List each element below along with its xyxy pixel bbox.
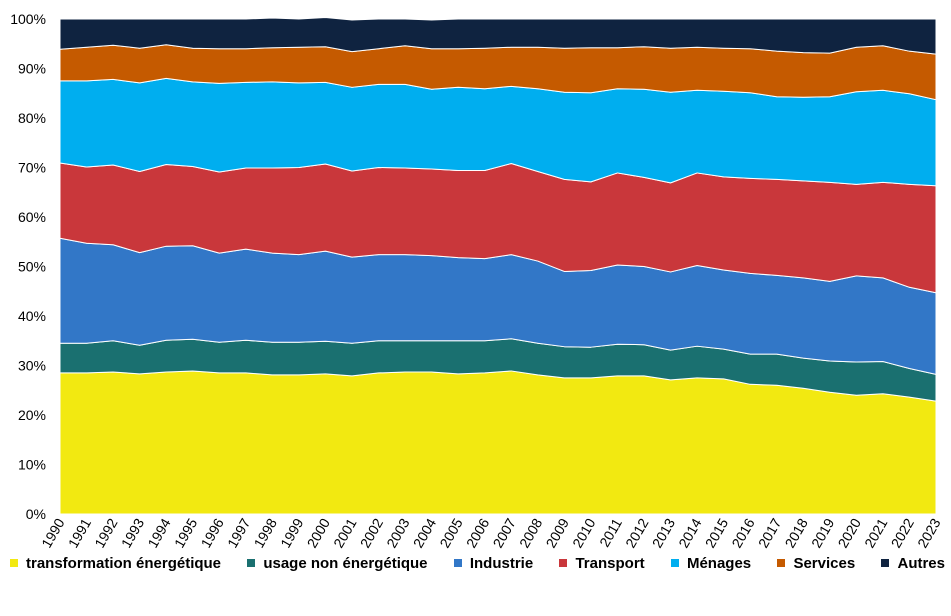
legend-item: Industrie xyxy=(453,554,534,572)
y-tick-label: 60% xyxy=(18,209,46,225)
legend-item: usage non énergétique xyxy=(247,554,428,572)
legend-swatch xyxy=(10,559,18,567)
y-tick-label: 20% xyxy=(18,407,46,423)
x-tick-label: 1997 xyxy=(224,515,254,550)
x-tick-label: 1991 xyxy=(65,515,95,550)
y-tick-label: 40% xyxy=(18,308,46,324)
legend-label: Autres xyxy=(897,554,945,572)
x-tick-label: 2018 xyxy=(781,515,811,550)
x-tick-label: 2000 xyxy=(304,515,334,550)
x-tick-label: 1999 xyxy=(277,515,307,550)
y-tick-label: 30% xyxy=(18,358,46,374)
x-tick-label: 2013 xyxy=(649,515,679,550)
legend-label: Industrie xyxy=(469,554,534,572)
x-tick-label: 1992 xyxy=(91,515,121,550)
x-tick-label: 2003 xyxy=(383,515,413,550)
x-tick-label: 2017 xyxy=(755,515,785,550)
x-tick-label: 1998 xyxy=(251,515,281,550)
legend-item: Ménages xyxy=(670,554,752,572)
x-tick-label: 1996 xyxy=(197,515,227,550)
y-tick-label: 90% xyxy=(18,61,46,77)
x-tick-label: 1993 xyxy=(118,515,148,550)
legend-label: usage non énergétique xyxy=(263,554,428,572)
y-tick-label: 10% xyxy=(18,457,46,473)
legend-swatch xyxy=(247,559,256,567)
x-tick-label: 2012 xyxy=(622,515,652,550)
x-tick-label: 2007 xyxy=(489,515,519,550)
x-tick-label: 2008 xyxy=(516,515,546,550)
x-tick-label: 2010 xyxy=(569,515,599,550)
area-series-0 xyxy=(59,370,937,515)
x-tick-label: 2020 xyxy=(835,515,865,550)
x-tick-label: 2021 xyxy=(861,515,891,550)
legend-swatch xyxy=(670,559,679,567)
area-layers xyxy=(59,17,937,515)
x-axis-ticks: 1990199119921993199419951996199719981999… xyxy=(38,515,944,550)
x-tick-label: 2016 xyxy=(728,515,758,550)
x-tick-label: 1995 xyxy=(171,515,201,550)
legend-item: Services xyxy=(777,555,855,572)
legend-swatch xyxy=(559,559,568,567)
legend-label: Services xyxy=(793,554,856,572)
x-tick-label: 2015 xyxy=(702,515,732,550)
x-tick-label: 2006 xyxy=(463,515,493,550)
x-tick-label: 2002 xyxy=(357,515,387,550)
legend-item: transformation énergétique xyxy=(10,555,221,572)
x-tick-label: 2014 xyxy=(675,515,705,550)
legend-swatch xyxy=(881,559,890,567)
x-tick-label: 2001 xyxy=(330,515,360,550)
x-tick-label: 1994 xyxy=(144,515,174,550)
legend-label: Transport xyxy=(575,554,645,572)
x-tick-label: 2023 xyxy=(914,515,944,550)
x-tick-label: 2009 xyxy=(543,515,573,550)
legend-swatch xyxy=(777,559,786,567)
legend: transformation énergétique usage non éner… xyxy=(10,553,945,573)
area-series-6 xyxy=(59,17,937,55)
legend-item: Autres xyxy=(881,555,945,572)
y-tick-label: 50% xyxy=(18,259,46,275)
x-tick-label: 2019 xyxy=(808,515,838,550)
x-tick-label: 2004 xyxy=(410,515,440,550)
x-tick-label: 2005 xyxy=(436,515,466,550)
y-axis-ticks: 0% 10% 20% 30% 40% 50% 60% 70% 80% 90% 100% xyxy=(10,11,46,522)
legend-label: transformation énergétique xyxy=(26,554,222,572)
legend-label: Ménages xyxy=(686,554,752,572)
y-tick-label: 0% xyxy=(26,506,46,522)
y-tick-label: 80% xyxy=(18,110,46,126)
x-tick-label: 2011 xyxy=(596,515,625,549)
legend-swatch xyxy=(453,559,462,567)
y-tick-label: 70% xyxy=(18,160,46,176)
legend-item: Transport xyxy=(559,554,645,572)
y-tick-label: 100% xyxy=(10,11,46,27)
x-tick-label: 2022 xyxy=(888,515,918,550)
